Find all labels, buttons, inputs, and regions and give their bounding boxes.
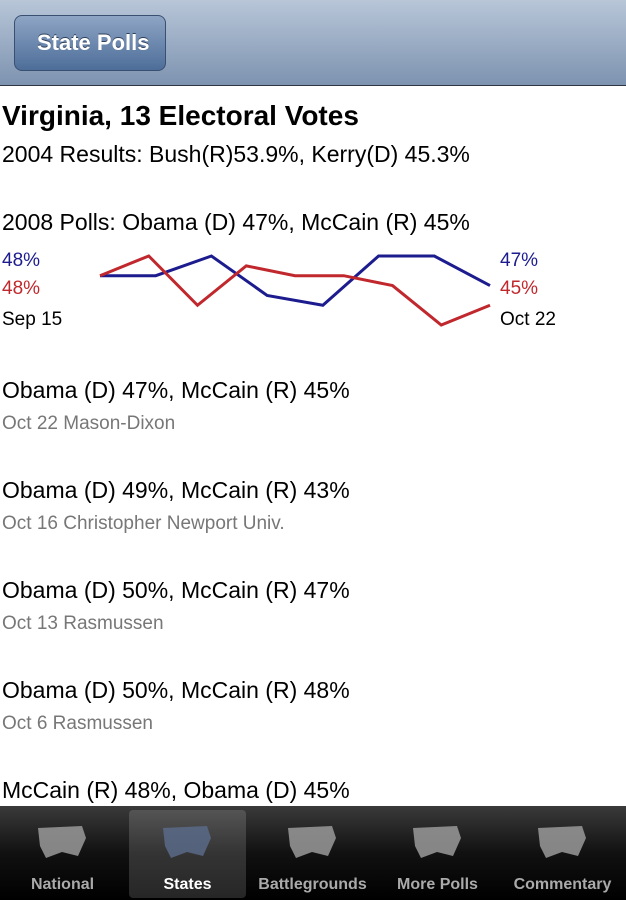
poll-result[interactable]: McCain (R) 48%, Obama (D) 45% bbox=[2, 777, 350, 803]
poll-result[interactable]: Obama (D) 50%, McCain (R) 47% bbox=[2, 577, 350, 603]
poll-source: Oct 16 Christopher Newport Univ. bbox=[2, 513, 285, 534]
tab-label: National bbox=[30, 876, 95, 893]
back-button[interactable]: State Polls bbox=[14, 15, 167, 71]
tab[interactable]: More Polls bbox=[379, 810, 496, 898]
poll-result[interactable]: Obama (D) 49%, McCain (R) 43% bbox=[2, 477, 350, 503]
poll-source: Oct 6 Rasmussen bbox=[2, 713, 153, 734]
tab-icon bbox=[538, 826, 586, 858]
state-title: Virginia, 13 Electoral Votes bbox=[2, 100, 359, 131]
end-date: Oct 22 bbox=[500, 309, 556, 330]
poll-source: Oct 22 Mason-Dixon bbox=[2, 413, 176, 434]
poll-source: Oct 13 Rasmussen bbox=[2, 613, 164, 634]
tab-icon bbox=[288, 826, 336, 858]
tab-icon bbox=[413, 826, 461, 858]
sparkline-series bbox=[99, 254, 491, 327]
tab[interactable]: States bbox=[129, 810, 246, 898]
tab-label: Commentary bbox=[513, 876, 612, 893]
polls-2008: 2008 Polls: Obama (D) 47%, McCain (R) 45… bbox=[2, 209, 470, 235]
poll-result[interactable]: Obama (D) 47%, McCain (R) 45% bbox=[2, 377, 350, 403]
tab-bar: National States Battlegrounds More Polls Com… bbox=[0, 806, 626, 900]
tab[interactable]: Battlegrounds bbox=[254, 810, 371, 898]
end-label: 45% bbox=[500, 278, 538, 299]
poll-result[interactable]: Obama (D) 50%, McCain (R) 48% bbox=[2, 677, 350, 703]
start-date: Sep 15 bbox=[2, 309, 62, 330]
results-2004: 2004 Results: Bush(R)53.9%, Kerry(D) 45.… bbox=[2, 141, 470, 167]
end-label: 47% bbox=[500, 250, 538, 271]
back-label: State Polls bbox=[37, 30, 150, 55]
tab-label: States bbox=[163, 876, 212, 893]
tab-label: Battlegrounds bbox=[258, 876, 367, 893]
start-label: 48% bbox=[2, 278, 40, 299]
sparkline: 48% 47% 48% 45% Sep 15 Oct 22 bbox=[2, 250, 556, 330]
tab-icon bbox=[38, 826, 86, 858]
tab-icon bbox=[163, 826, 211, 858]
nav-bar: State Polls bbox=[0, 0, 626, 86]
start-label: 48% bbox=[2, 250, 40, 271]
tab[interactable]: National bbox=[4, 810, 121, 898]
sparkline-series bbox=[100, 254, 491, 307]
tab[interactable]: Commentary bbox=[504, 810, 621, 898]
tab-label: More Polls bbox=[397, 876, 478, 893]
